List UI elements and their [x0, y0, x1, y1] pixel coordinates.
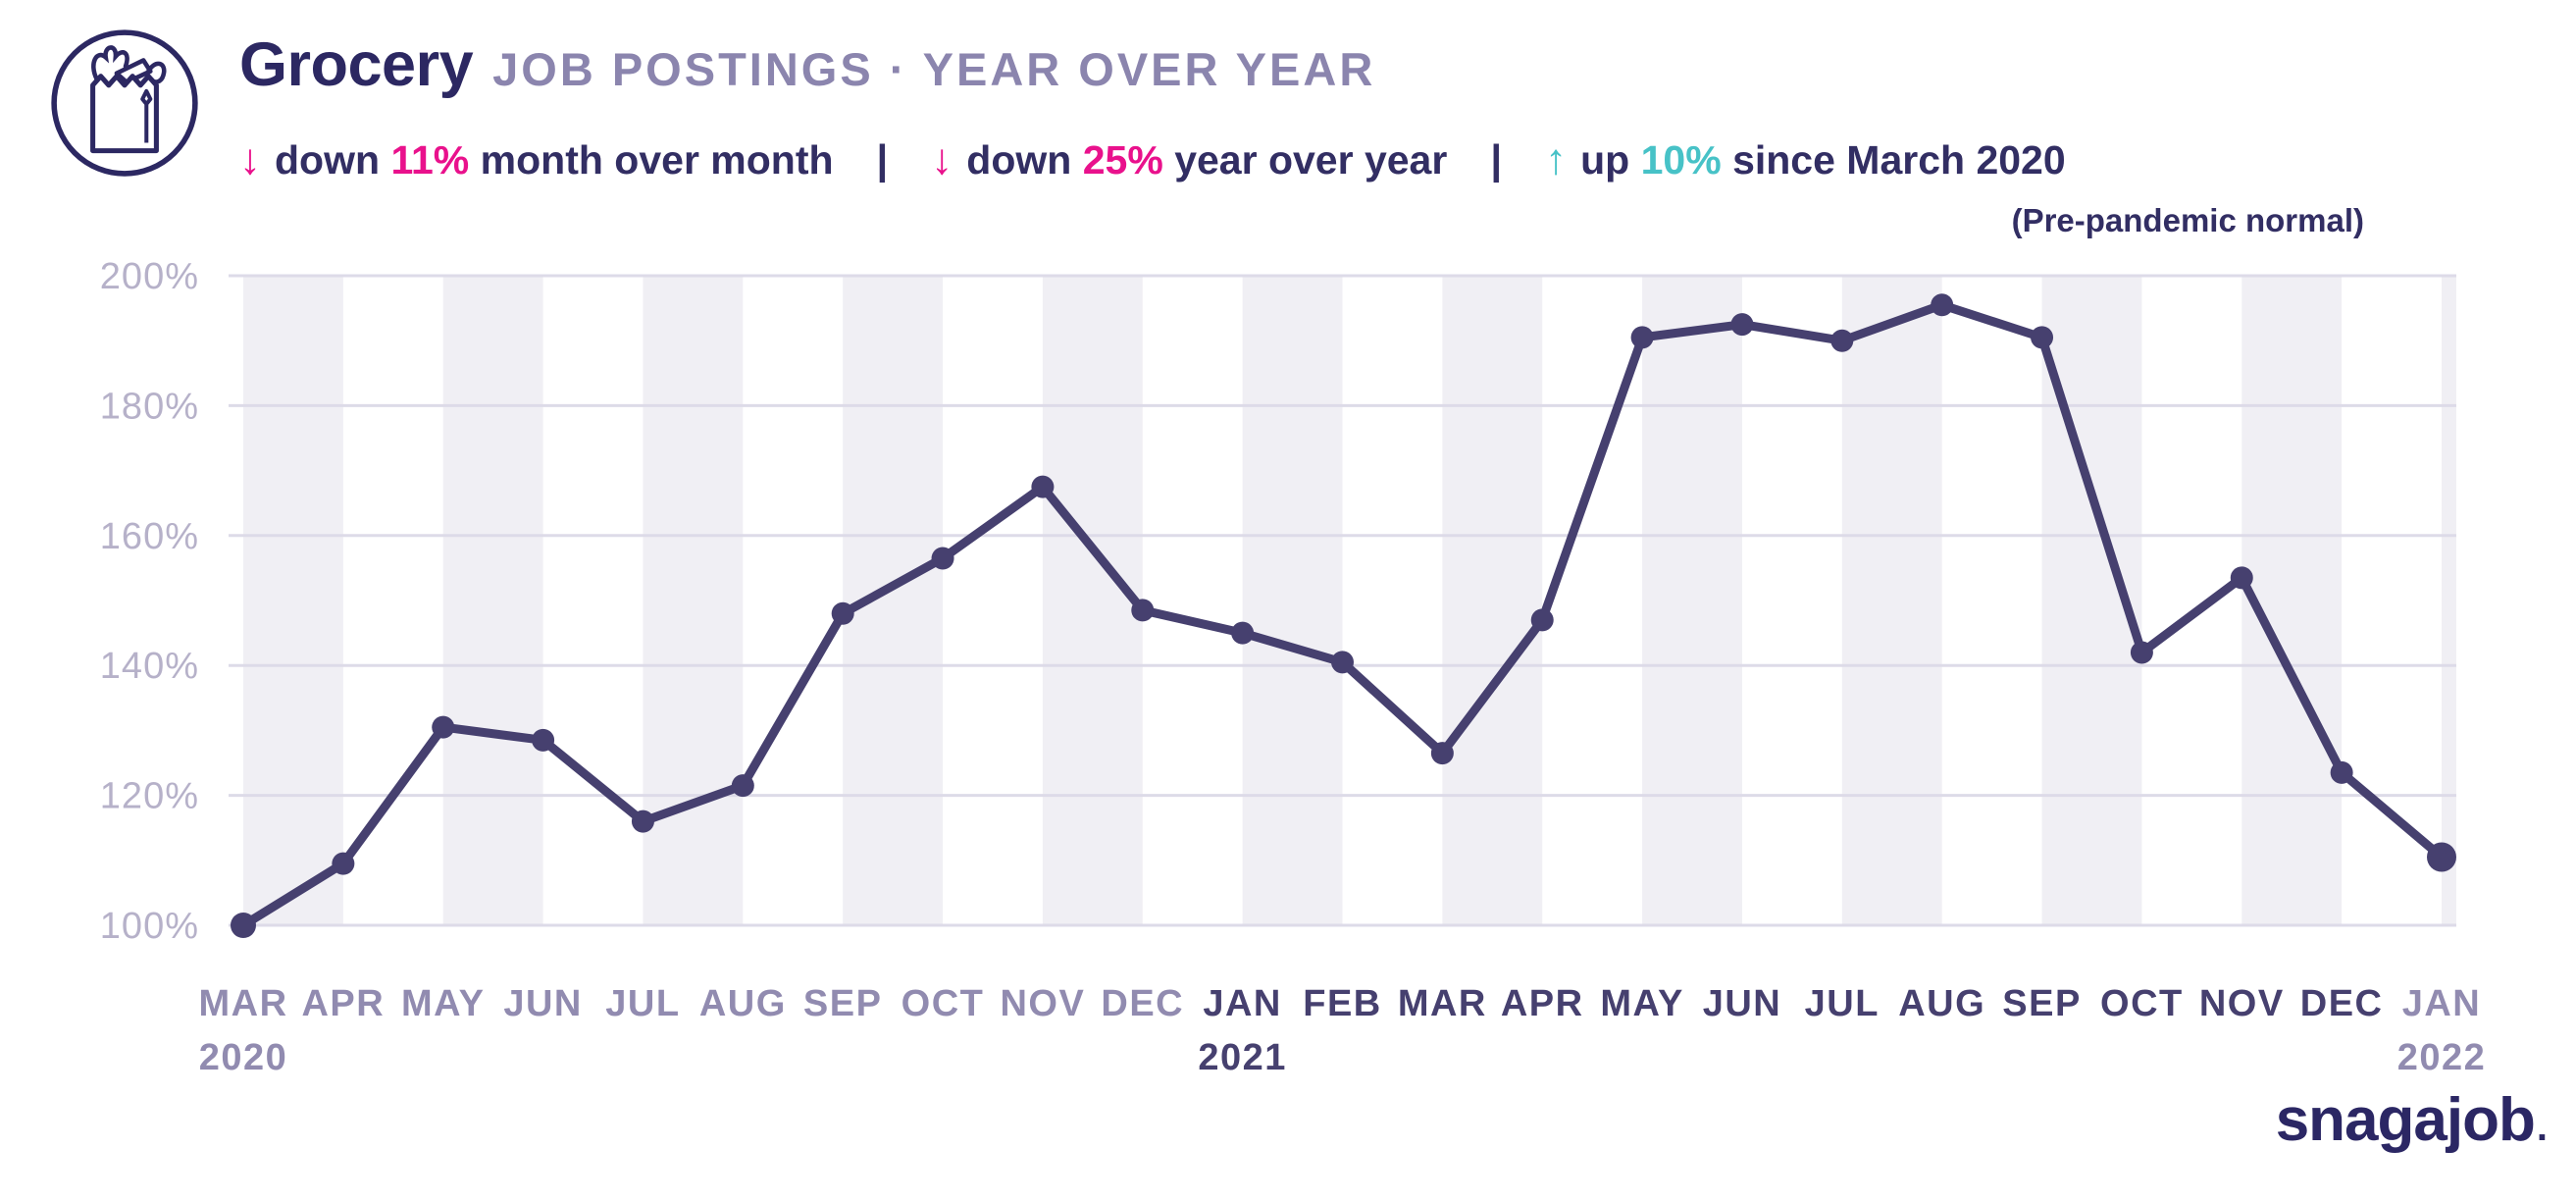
data-point-APR-1: [332, 852, 355, 875]
data-point-MAY-2: [432, 715, 455, 739]
x-label-SEP-6: SEP: [803, 983, 883, 1024]
data-point-JUL-16: [1830, 329, 1854, 352]
data-point-JAN-10: [1231, 621, 1255, 645]
data-point-JUN-3: [532, 728, 555, 752]
x-label-DEC-21: DEC: [2300, 983, 2384, 1024]
x-label-FEB-11: FEB: [1303, 983, 1382, 1024]
data-point-DEC-9: [1131, 599, 1155, 622]
icon-bag: [90, 74, 159, 154]
stat-text: up 10% since March 2020: [1580, 137, 2066, 183]
page-title: Grocery JOB POSTINGS · YEAR OVER YEAR: [239, 29, 1375, 100]
title-category: Grocery: [239, 30, 474, 99]
x-axis-labels: MAR APR MAY JUN JUL AUG SEP OCT NOV DEC JAN FEB MAR A…: [198, 983, 2487, 1078]
down-arrow-icon: ↓: [239, 135, 261, 183]
y-tick-100: 100%: [100, 906, 199, 947]
x-label-JAN-22: JAN: [2402, 983, 2482, 1024]
x-label-JUL-16: JUL: [1805, 983, 1880, 1024]
stat-value: 25%: [1082, 137, 1163, 183]
icon-greens: [91, 45, 129, 82]
stripe-band: [2442, 276, 2456, 925]
stripe-band: [1242, 276, 1343, 925]
data-point-DEC-21: [2330, 760, 2353, 784]
stats-divider: |: [876, 136, 889, 183]
data-point-SEP-6: [831, 601, 854, 625]
stripe-band: [2241, 276, 2343, 925]
stat-text: down 11% month over month: [275, 137, 834, 183]
pre-pandemic-note: (Pre-pandemic normal): [2011, 202, 2364, 238]
grocery-bag-icon: [51, 29, 198, 177]
x-label-APR-13: APR: [1501, 983, 1584, 1024]
stripe-band: [442, 276, 543, 925]
stat-year-over-year: ↓ down 25% year over year: [931, 135, 1447, 184]
y-tick-180: 180%: [100, 386, 199, 427]
x-label-AUG-5: AUG: [699, 983, 787, 1024]
data-point-MAY-14: [1630, 326, 1654, 349]
data-point-OCT-19: [2130, 641, 2153, 664]
up-arrow-icon: ↑: [1545, 135, 1568, 183]
stripe-band: [243, 276, 343, 925]
stat-since-march-2020: ↑ up 10% since March 2020: [1545, 135, 2066, 184]
data-point-JUN-15: [1730, 313, 1754, 337]
x-label-DEC-9: DEC: [1101, 983, 1184, 1024]
x-label-JUN-15: JUN: [1703, 983, 1782, 1024]
data-point-NOV-8: [1031, 475, 1055, 498]
stripe-band: [1042, 276, 1143, 925]
year-label-2020: 2020: [199, 1037, 288, 1078]
data-point-AUG-17: [1931, 293, 1954, 317]
data-point-AUG-5: [731, 774, 754, 798]
chart-series: [231, 293, 2456, 938]
icon-baguette: [140, 88, 153, 143]
year-label-2022: 2022: [2397, 1037, 2487, 1078]
icon-circle: [51, 29, 198, 177]
stat-month-over-month: ↓ down 11% month over month: [239, 135, 834, 184]
stripe-band: [643, 276, 744, 925]
data-point-JUL-4: [631, 809, 654, 833]
down-arrow-icon: ↓: [931, 135, 953, 183]
y-tick-200: 200%: [100, 256, 199, 297]
y-tick-160: 160%: [100, 516, 199, 557]
data-point-JAN-22: [2427, 842, 2456, 872]
data-point-FEB-11: [1331, 651, 1354, 674]
data-point-APR-13: [1530, 608, 1554, 632]
x-label-OCT-19: OCT: [2100, 983, 2184, 1024]
stat-value: 11%: [390, 137, 470, 183]
y-tick-120: 120%: [100, 776, 199, 817]
x-label-JUL-4: JUL: [605, 983, 680, 1024]
x-label-MAR-0: MAR: [198, 983, 287, 1024]
x-label-NOV-20: NOV: [2199, 983, 2285, 1024]
x-label-OCT-7: OCT: [902, 983, 985, 1024]
stat-text: down 25% year over year: [966, 137, 1448, 183]
chart-stripes: [243, 276, 2456, 925]
x-label-JAN-10: JAN: [1203, 983, 1282, 1024]
stripe-band: [1642, 276, 1742, 925]
x-label-MAY-2: MAY: [401, 983, 485, 1024]
x-label-JUN-3: JUN: [503, 983, 583, 1024]
x-label-AUG-17: AUG: [1898, 983, 1985, 1024]
logo-dot: .: [2536, 1106, 2548, 1149]
data-point-MAR-12: [1430, 742, 1454, 765]
title-subtitle: JOB POSTINGS · YEAR OVER YEAR: [492, 43, 1376, 95]
x-label-MAR-12: MAR: [1398, 983, 1487, 1024]
logo-text: snagajob: [2275, 1086, 2536, 1154]
data-point-MAR-0: [231, 913, 256, 938]
x-label-APR-1: APR: [301, 983, 385, 1024]
year-label-2021: 2021: [1198, 1037, 1287, 1078]
stats-divider: |: [1490, 136, 1503, 183]
data-point-OCT-7: [931, 547, 954, 570]
stripe-band: [1442, 276, 1543, 925]
stats-row: ↓ down 11% month over month | ↓ down 25%…: [239, 135, 2066, 184]
x-label-NOV-8: NOV: [1000, 983, 1085, 1024]
stripe-band: [1841, 276, 1942, 925]
y-tick-140: 140%: [100, 646, 199, 687]
stat-value: 10%: [1640, 137, 1722, 183]
y-axis-labels: 100% 120% 140% 160% 180% 200%: [100, 256, 199, 947]
x-label-MAY-14: MAY: [1600, 983, 1683, 1024]
x-label-SEP-18: SEP: [2002, 983, 2082, 1024]
data-point-SEP-18: [2031, 326, 2054, 349]
data-point-NOV-20: [2230, 566, 2253, 590]
snagajob-logo: snagajob .: [2275, 1085, 2548, 1155]
